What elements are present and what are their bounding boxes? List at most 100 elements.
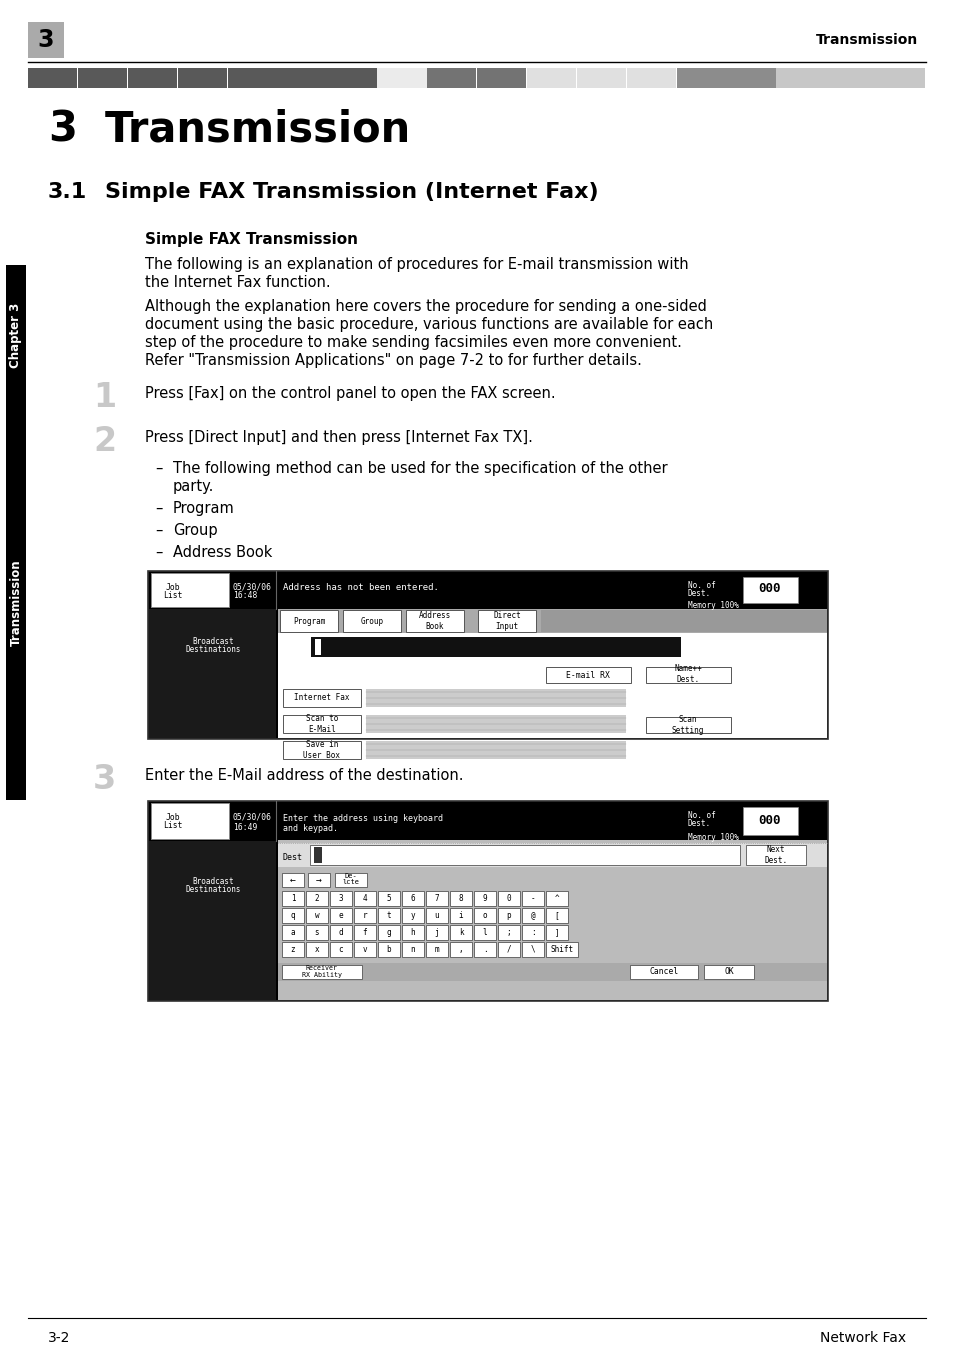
Bar	[283, 715, 360, 733]
Text: OK: OK	[723, 968, 733, 976]
Bar	[645, 667, 730, 683]
Bar	[401, 909, 423, 923]
Text: ^: ^	[554, 894, 558, 903]
Bar	[577, 68, 625, 88]
Bar	[521, 891, 543, 906]
Text: g: g	[386, 927, 391, 937]
Text: Direct
Input: Direct Input	[493, 611, 520, 631]
Bar	[426, 909, 448, 923]
Text: a: a	[291, 927, 295, 937]
Text: @: @	[530, 911, 535, 919]
Bar	[474, 891, 496, 906]
Text: Address Book: Address Book	[172, 545, 273, 560]
Bar	[521, 925, 543, 940]
Bar	[327, 68, 376, 88]
Bar	[277, 633, 826, 738]
Bar	[335, 873, 367, 887]
Bar	[540, 610, 826, 631]
Bar	[306, 909, 328, 923]
Bar	[177, 68, 227, 88]
Text: →: →	[315, 875, 321, 886]
Bar	[306, 891, 328, 906]
Text: –: –	[154, 461, 162, 476]
Text: 05/30/06: 05/30/06	[233, 813, 272, 822]
Text: 05/30/06: 05/30/06	[233, 583, 272, 592]
Bar	[151, 573, 229, 607]
Bar	[310, 845, 740, 865]
Text: ]: ]	[554, 927, 558, 937]
Bar	[151, 803, 229, 840]
Text: List: List	[163, 591, 183, 599]
Text: 4: 4	[362, 894, 367, 903]
Text: 3: 3	[92, 763, 116, 796]
Text: Address has not been entered.: Address has not been entered.	[283, 583, 438, 592]
Text: The following is an explanation of procedures for E-mail transmission with: The following is an explanation of proce…	[145, 257, 688, 272]
Bar	[282, 925, 304, 940]
Bar	[450, 925, 472, 940]
Bar	[545, 909, 567, 923]
Text: 5: 5	[386, 894, 391, 903]
Bar	[228, 68, 276, 88]
Text: –: –	[154, 502, 162, 516]
Text: Job: Job	[166, 583, 180, 592]
Text: q: q	[291, 911, 295, 919]
Bar	[626, 68, 676, 88]
Text: Program: Program	[172, 502, 234, 516]
Text: Job: Job	[166, 813, 180, 822]
Text: Refer "Transmission Applications" on page 7-2 to for further details.: Refer "Transmission Applications" on pag…	[145, 353, 641, 368]
Text: Group: Group	[360, 617, 383, 626]
Bar	[629, 965, 698, 979]
Bar	[401, 925, 423, 940]
Bar	[6, 265, 26, 406]
Text: Group: Group	[172, 523, 217, 538]
Bar	[497, 909, 519, 923]
Text: Press [Fax] on the control panel to open the FAX screen.: Press [Fax] on the control panel to open…	[145, 387, 555, 402]
Text: 1: 1	[92, 381, 116, 414]
Bar	[282, 942, 304, 957]
Bar	[477, 610, 536, 631]
Bar	[776, 68, 825, 88]
Text: Broadcast: Broadcast	[192, 876, 233, 886]
Text: t: t	[386, 911, 391, 919]
Text: Destinations: Destinations	[185, 645, 240, 654]
Text: .: .	[482, 945, 487, 955]
Text: 2: 2	[314, 894, 319, 903]
Text: document using the basic procedure, various functions are available for each: document using the basic procedure, vari…	[145, 316, 713, 333]
Bar	[497, 925, 519, 940]
Text: 000: 000	[758, 583, 781, 595]
Bar	[476, 68, 526, 88]
Text: x: x	[314, 945, 319, 955]
Text: Scan to
E-Mail: Scan to E-Mail	[306, 714, 337, 734]
Bar	[377, 925, 399, 940]
Bar	[497, 891, 519, 906]
Text: Transmission: Transmission	[10, 560, 23, 646]
Text: Network Fax: Network Fax	[819, 1330, 905, 1345]
Bar	[426, 942, 448, 957]
Bar	[330, 909, 352, 923]
Bar	[277, 871, 826, 890]
Text: Simple FAX Transmission (Internet Fax): Simple FAX Transmission (Internet Fax)	[105, 183, 598, 201]
Bar	[401, 942, 423, 957]
Text: r: r	[362, 911, 367, 919]
Bar	[78, 68, 127, 88]
Bar	[282, 909, 304, 923]
Text: 3.1: 3.1	[48, 183, 87, 201]
Text: the Internet Fax function.: the Internet Fax function.	[145, 274, 331, 289]
Text: 8: 8	[458, 894, 463, 903]
Text: Destinations: Destinations	[185, 886, 240, 895]
Bar	[308, 873, 330, 887]
Text: No. of: No. of	[687, 581, 715, 589]
Text: step of the procedure to make sending facsimiles even more convenient.: step of the procedure to make sending fa…	[145, 335, 681, 350]
Text: o: o	[482, 911, 487, 919]
Bar	[825, 68, 875, 88]
Text: 3-2: 3-2	[48, 1330, 71, 1345]
Bar	[545, 667, 630, 683]
Text: ;: ;	[506, 927, 511, 937]
Bar	[354, 925, 375, 940]
Bar	[330, 891, 352, 906]
Bar	[875, 68, 924, 88]
Bar	[406, 610, 463, 631]
Text: ,: ,	[458, 945, 463, 955]
Bar	[377, 891, 399, 906]
Text: u: u	[435, 911, 438, 919]
